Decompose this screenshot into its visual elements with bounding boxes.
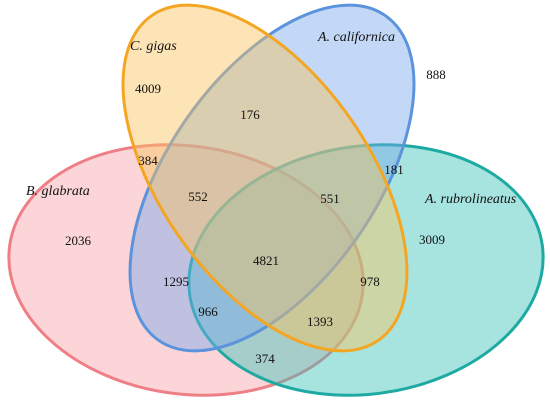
region-count: 181 bbox=[384, 162, 404, 177]
set-ellipse-a-rubrolineatus bbox=[187, 143, 545, 397]
region-count: 552 bbox=[188, 189, 208, 204]
region-count: 1393 bbox=[307, 314, 333, 329]
region-count: 4821 bbox=[253, 253, 279, 268]
region-count: 978 bbox=[360, 274, 380, 289]
region-count: 966 bbox=[198, 304, 218, 319]
region-count: 3009 bbox=[419, 232, 445, 247]
region-count: 176 bbox=[240, 107, 260, 122]
region-count: 4009 bbox=[135, 81, 161, 96]
region-count: 1295 bbox=[163, 274, 189, 289]
set-label: A. californica bbox=[317, 30, 395, 45]
region-count: 2036 bbox=[65, 233, 92, 248]
region-count: 888 bbox=[426, 67, 446, 82]
set-label: C. gigas bbox=[130, 39, 177, 54]
region-count: 384 bbox=[138, 153, 158, 168]
set-label: B. glabrata bbox=[26, 184, 90, 199]
region-count: 374 bbox=[255, 351, 275, 366]
set-ellipse-c-gigas bbox=[121, 3, 409, 353]
region-count: 551 bbox=[320, 191, 340, 206]
set-ellipse-b-glabrata bbox=[7, 143, 365, 397]
set-label: A. rubrolineatus bbox=[424, 192, 517, 207]
